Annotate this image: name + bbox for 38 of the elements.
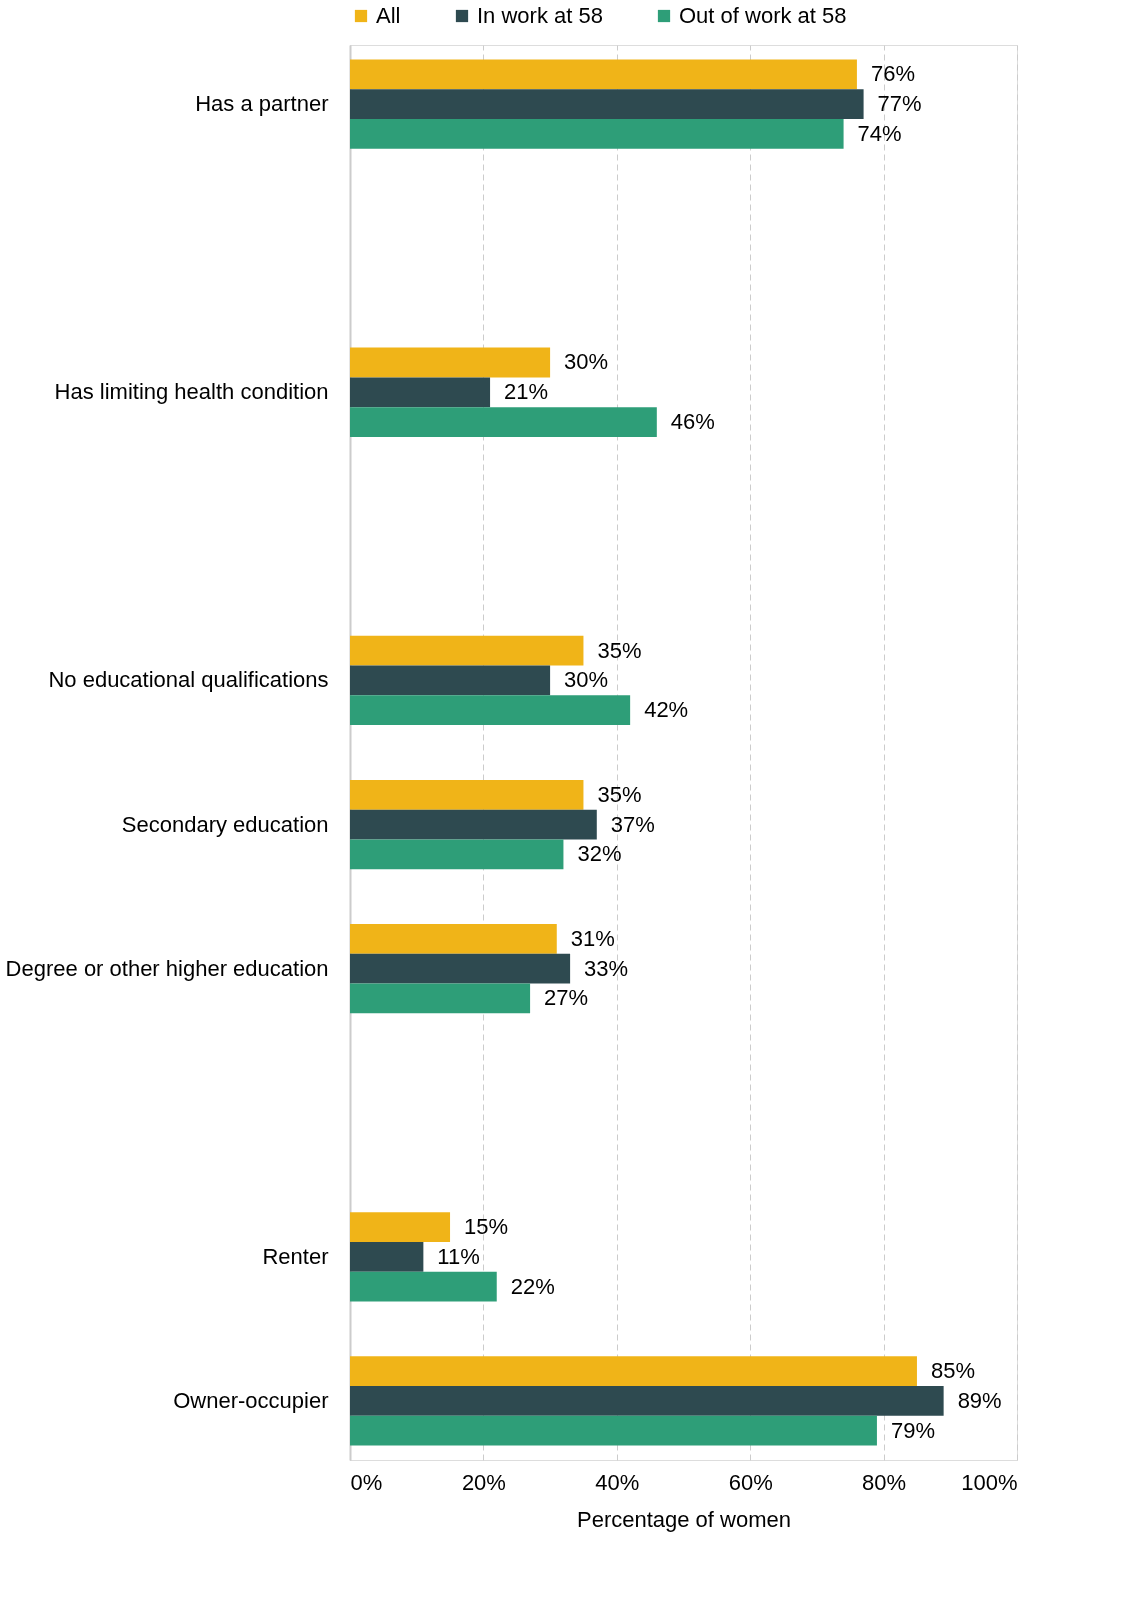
data-label: 42% xyxy=(644,697,689,723)
data-label: 30% xyxy=(564,667,609,693)
y-tick-label: Owner-occupier xyxy=(173,1387,329,1413)
x-tick-label: 100% xyxy=(961,1469,1018,1495)
data-label: 46% xyxy=(670,409,715,435)
x-tick-label: 40% xyxy=(595,1469,640,1495)
data-label: 21% xyxy=(504,379,549,405)
legend-label: Out of work at 58 xyxy=(679,3,847,28)
data-label: 35% xyxy=(597,637,642,663)
data-label: 11% xyxy=(437,1243,480,1269)
x-tick-label: 60% xyxy=(728,1469,773,1495)
y-tick-label: Degree or other higher education xyxy=(5,955,329,981)
data-label: 32% xyxy=(577,841,622,867)
x-tick-label: 80% xyxy=(862,1469,907,1495)
data-label: 33% xyxy=(584,955,629,981)
y-tick-label: Has a partner xyxy=(195,91,329,117)
x-axis-title: Percentage of women xyxy=(576,1506,792,1532)
data-label: 37% xyxy=(610,811,655,837)
data-label: 85% xyxy=(930,1358,975,1384)
x-tick-label: 20% xyxy=(461,1469,506,1495)
data-label: 74% xyxy=(857,120,902,146)
data-label: 31% xyxy=(570,925,615,951)
data-label: 30% xyxy=(564,349,609,375)
data-label: 27% xyxy=(544,985,589,1011)
y-tick-label: No educational qualifications xyxy=(48,667,329,693)
data-label: 35% xyxy=(597,781,642,807)
y-tick-label: Has limiting health condition xyxy=(54,379,329,405)
legend-label: All xyxy=(376,3,401,28)
x-tick-label: 0% xyxy=(350,1469,383,1495)
data-label: 79% xyxy=(890,1417,935,1443)
data-label: 76% xyxy=(870,61,915,87)
y-tick-label: Secondary education xyxy=(121,811,329,837)
data-label: 77% xyxy=(877,91,922,117)
y-tick-label: Renter xyxy=(262,1243,329,1269)
data-label: 89% xyxy=(957,1387,1002,1413)
legend-label: In work at 58 xyxy=(477,3,603,28)
data-label: 15% xyxy=(464,1214,509,1240)
data-label: 22% xyxy=(510,1273,555,1299)
